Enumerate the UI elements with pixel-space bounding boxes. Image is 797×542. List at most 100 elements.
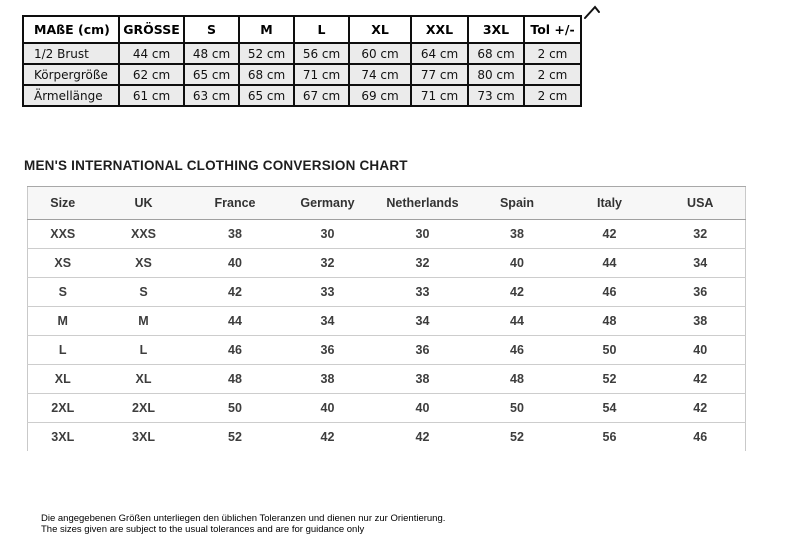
conversion-chart-value-cell: 40 [280, 393, 375, 423]
german-size-table-value-cell: 67 cm [293, 84, 350, 107]
conversion-chart-value-cell: 52 [470, 422, 564, 451]
german-size-table-header-cell: S [183, 15, 240, 44]
conversion-chart-value-cell: 36 [280, 335, 375, 365]
footer-note: Die angegebenen Größen unterliegen den ü… [41, 513, 445, 535]
german-size-table: MAßE (cm) GRÖSSE S M L XL XXL 3XL Tol +/- 1/2 Br… [22, 15, 582, 107]
conversion-chart-header-cell: USA [655, 186, 746, 220]
german-size-table-row: 1/2 Brust 44 cm 48 cm 52 cm 56 cm 60 cm 64 cm 6… [22, 42, 582, 65]
conversion-chart-header-cell: Italy [563, 186, 656, 220]
conversion-chart-value-cell: 30 [280, 219, 375, 249]
conversion-chart-label-cell: S [27, 277, 98, 307]
german-size-table-value-cell: 71 cm [293, 63, 350, 86]
conversion-chart-header-cell: France [189, 186, 281, 220]
conversion-chart-value-cell: 44 [189, 306, 281, 336]
conversion-chart-row: M M 44 34 34 44 48 38 [27, 306, 746, 336]
conversion-chart-row: 2XL 2XL 50 40 40 50 54 42 [27, 393, 746, 423]
german-size-table-label-cell: 1/2 Brust [22, 42, 120, 65]
conversion-chart-header-cell: Spain [470, 186, 564, 220]
conversion-chart-value-cell: 42 [563, 219, 656, 249]
conversion-chart-label-cell: M [27, 306, 98, 336]
conversion-chart-value-cell: 34 [374, 306, 471, 336]
german-size-table-value-cell: 2 cm [523, 84, 582, 107]
german-size-table-header-cell: GRÖSSE [118, 15, 185, 44]
conversion-chart-value-cell: 40 [470, 248, 564, 278]
conversion-chart-row: S S 42 33 33 42 46 36 [27, 277, 746, 307]
conversion-chart-value-cell: 38 [374, 364, 471, 394]
german-size-table-value-cell: 69 cm [348, 84, 412, 107]
german-size-table-label-cell: Körpergröße [22, 63, 120, 86]
conversion-chart-value-cell: 44 [563, 248, 656, 278]
german-size-table-value-cell: 64 cm [410, 42, 469, 65]
conversion-chart-value-cell: 40 [374, 393, 471, 423]
conversion-chart-value-cell: 42 [655, 393, 746, 423]
conversion-chart-label-cell: 2XL [27, 393, 98, 423]
german-size-table-value-cell: 48 cm [183, 42, 240, 65]
german-size-table-value-cell: 73 cm [467, 84, 525, 107]
conversion-chart-value-cell: 46 [470, 335, 564, 365]
german-size-table-value-cell: 56 cm [293, 42, 350, 65]
conversion-chart-header-row: Size UK France Germany Netherlands Spain Italy… [27, 186, 746, 220]
conversion-chart-header-cell: Size [27, 186, 98, 220]
german-size-table-value-cell: 80 cm [467, 63, 525, 86]
conversion-chart-value-cell: XXS [97, 219, 190, 249]
conversion-chart-value-cell: 40 [189, 248, 281, 278]
conversion-chart-value-cell: 36 [374, 335, 471, 365]
german-size-table-value-cell: 68 cm [238, 63, 295, 86]
conversion-chart-value-cell: 48 [189, 364, 281, 394]
conversion-chart-value-cell: 33 [280, 277, 375, 307]
conversion-chart-value-cell: 42 [280, 422, 375, 451]
conversion-chart-label-cell: L [27, 335, 98, 365]
german-size-table-value-cell: 44 cm [118, 42, 185, 65]
conversion-chart-value-cell: 42 [189, 277, 281, 307]
conversion-chart-value-cell: S [97, 277, 190, 307]
conversion-chart-value-cell: 46 [563, 277, 656, 307]
german-size-table-header-cell: M [238, 15, 295, 44]
footer-line-de: Die angegebenen Größen unterliegen den ü… [41, 513, 446, 524]
german-size-table-value-cell: 62 cm [118, 63, 185, 86]
conversion-chart-value-cell: 50 [563, 335, 656, 365]
german-size-table-value-cell: 74 cm [348, 63, 412, 86]
german-size-table-value-cell: 60 cm [348, 42, 412, 65]
conversion-chart-value-cell: 42 [374, 422, 471, 451]
german-size-table-row: Ärmellänge 61 cm 63 cm 65 cm 67 cm 69 cm 71 cm… [22, 84, 582, 107]
conversion-chart-label-cell: 3XL [27, 422, 98, 451]
conversion-chart-value-cell: 42 [655, 364, 746, 394]
conversion-chart-value-cell: 32 [655, 219, 746, 249]
conversion-chart-value-cell: 48 [563, 306, 656, 336]
conversion-chart-value-cell: 32 [280, 248, 375, 278]
conversion-chart-header-cell: UK [97, 186, 190, 220]
german-size-table-value-cell: 68 cm [467, 42, 525, 65]
german-size-table-value-cell: 71 cm [410, 84, 469, 107]
german-size-table-value-cell: 2 cm [523, 63, 582, 86]
conversion-chart-value-cell: 33 [374, 277, 471, 307]
conversion-chart-value-cell: 54 [563, 393, 656, 423]
conversion-chart-value-cell: 36 [655, 277, 746, 307]
conversion-chart-value-cell: 32 [374, 248, 471, 278]
german-size-table-header-cell: 3XL [467, 15, 525, 44]
conversion-chart-value-cell: 46 [655, 422, 746, 451]
conversion-chart-value-cell: L [97, 335, 190, 365]
conversion-chart-row: XXS XXS 38 30 30 38 42 32 [27, 219, 746, 249]
conversion-chart-value-cell: 38 [655, 306, 746, 336]
conversion-chart-row: 3XL 3XL 52 42 42 52 56 46 [27, 422, 746, 451]
german-size-table-value-cell: 65 cm [238, 84, 295, 107]
conversion-chart-table: Size UK France Germany Netherlands Spain Italy… [27, 186, 746, 451]
conversion-chart-value-cell: 52 [563, 364, 656, 394]
conversion-chart-value-cell: 56 [563, 422, 656, 451]
conversion-chart-value-cell: 30 [374, 219, 471, 249]
conversion-chart-value-cell: 34 [655, 248, 746, 278]
conversion-chart-value-cell: 3XL [97, 422, 190, 451]
german-size-table-header-cell: XL [348, 15, 412, 44]
conversion-chart-value-cell: 50 [189, 393, 281, 423]
footer-line-en: The sizes given are subject to the usual… [41, 524, 365, 535]
conversion-chart-value-cell: XS [97, 248, 190, 278]
german-size-table-header-row: MAßE (cm) GRÖSSE S M L XL XXL 3XL Tol +/- [22, 15, 582, 44]
conversion-chart-row: XS XS 40 32 32 40 44 34 [27, 248, 746, 278]
german-size-table-header-cell: Tol +/- [523, 15, 582, 44]
conversion-chart-value-cell: 34 [280, 306, 375, 336]
german-size-table-label-cell: Ärmellänge [22, 84, 120, 107]
conversion-chart-value-cell: 50 [470, 393, 564, 423]
conversion-chart-label-cell: XXS [27, 219, 98, 249]
conversion-chart-value-cell: 42 [470, 277, 564, 307]
german-size-table-header-cell: XXL [410, 15, 469, 44]
